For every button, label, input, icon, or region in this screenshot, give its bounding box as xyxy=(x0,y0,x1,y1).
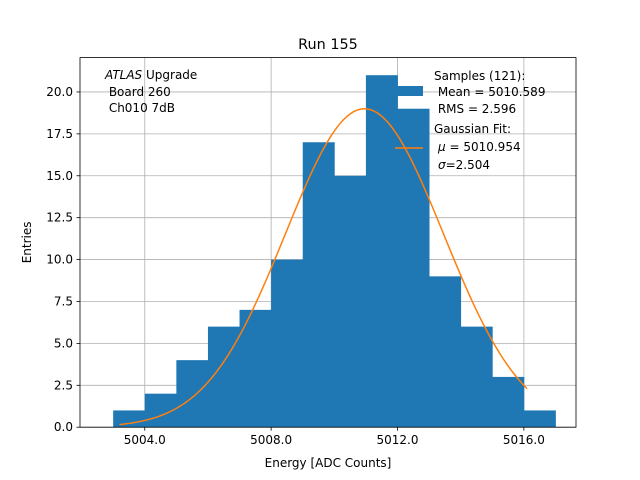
x-axis-ticks: 5004.0 5008.0 5012.0 5016.0 xyxy=(124,427,545,447)
histogram-bar-0 xyxy=(113,410,146,428)
y-tick-label-2: 5.0 xyxy=(54,336,73,350)
x-tick-label-3: 5016.0 xyxy=(503,433,545,447)
legend-samples-rms: RMS = 2.596 xyxy=(434,102,516,116)
y-tick-label-1: 2.5 xyxy=(54,378,73,392)
y-tick-label-6: 15.0 xyxy=(46,169,73,183)
histogram-bar-13 xyxy=(523,410,556,428)
channel-label: Ch010 7dB xyxy=(105,101,175,115)
legend-fit-title: Gaussian Fit: xyxy=(434,122,511,136)
legend: Samples (121): Mean = 5010.589 RMS = 2.5… xyxy=(395,69,545,172)
y-tick-label-8: 20.0 xyxy=(46,85,73,99)
histogram-bar-2 xyxy=(176,360,209,428)
y-axis-label: Entries xyxy=(20,222,34,264)
chart-title: Run 155 xyxy=(298,37,358,53)
svg-text:ATLAS Upgrade: ATLAS Upgrade xyxy=(104,68,197,82)
legend-samples-mean: Mean = 5010.589 xyxy=(434,85,545,99)
mu-symbol: μ xyxy=(437,140,446,154)
plot-frame xyxy=(79,57,577,428)
sigma-value: =2.504 xyxy=(446,158,490,172)
mu-value: = 5010.954 xyxy=(446,140,521,154)
histogram-bar-9 xyxy=(397,108,430,428)
upgrade-label: Upgrade xyxy=(142,68,197,82)
y-tick-label-4: 10.0 xyxy=(46,253,73,267)
histogram-bar-12 xyxy=(492,376,525,428)
histogram-bar-8 xyxy=(365,75,398,428)
gaussian-fit-curve xyxy=(119,107,528,426)
histogram-bar-6 xyxy=(302,142,335,428)
atlas-annotation: ATLAS Upgrade Board 260 Ch010 7dB xyxy=(104,68,197,115)
histogram-bar-7 xyxy=(334,175,367,428)
y-tick-label-3: 7.5 xyxy=(54,294,73,308)
board-label: Board 260 xyxy=(105,85,171,99)
x-axis-label: Energy [ADC Counts] xyxy=(265,456,392,470)
histogram-bar-4 xyxy=(239,309,272,428)
y-tick-label-7: 17.5 xyxy=(46,127,73,141)
y-tick-label-5: 12.5 xyxy=(46,211,73,225)
histogram-bar-10 xyxy=(429,276,462,428)
y-tick-label-0: 0.0 xyxy=(54,420,73,434)
legend-samples-title: Samples (121): xyxy=(434,69,525,83)
legend-fit-mu: μ = 5010.954 xyxy=(437,140,521,154)
legend-samples-swatch xyxy=(395,86,423,96)
histogram-bar-5 xyxy=(271,259,304,428)
atlas-label: ATLAS xyxy=(104,68,143,82)
x-tick-label-2: 5012.0 xyxy=(377,433,419,447)
x-tick-label-0: 5004.0 xyxy=(124,433,166,447)
x-tick-label-1: 5008.0 xyxy=(250,433,292,447)
y-axis-ticks: 0.0 2.5 5.0 7.5 10.0 12.5 15.0 17.5 20.0 xyxy=(46,85,80,434)
legend-fit-sigma: σ=2.504 xyxy=(438,158,490,172)
sigma-symbol: σ xyxy=(438,158,446,172)
histogram-bar-11 xyxy=(460,326,493,428)
